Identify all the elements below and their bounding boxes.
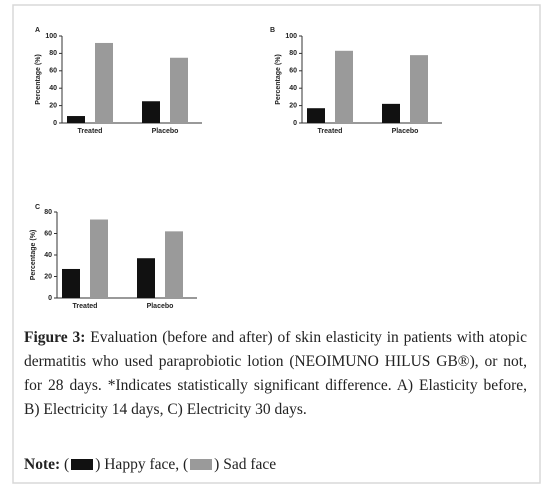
frame [12, 4, 541, 484]
y-tick-label: 0 [293, 120, 297, 127]
y-axis-title: Percentage (%) [30, 230, 37, 281]
y-tick-label: 60 [49, 68, 57, 75]
x-tick-label: Treated [73, 303, 98, 310]
y-tick-label: 20 [49, 102, 57, 109]
y-tick-label: 40 [49, 85, 57, 92]
x-tick-label: Placebo [392, 128, 419, 135]
x-tick-label: Placebo [152, 128, 179, 135]
bar [142, 101, 160, 123]
caption: Figure 3: Evaluation (before and after) … [24, 326, 527, 422]
legend-swatch [190, 459, 213, 470]
bar [95, 42, 113, 123]
caption-text: Evaluation (before and after) of skin el… [24, 329, 527, 418]
y-tick-label: 100 [285, 33, 297, 40]
y-tick-label: 100 [45, 33, 57, 40]
panel-label: B [270, 27, 275, 34]
x-tick-label: Treated [318, 128, 343, 135]
y-tick-label: 0 [48, 295, 52, 302]
panel-label: A [35, 27, 40, 34]
bar [410, 55, 428, 123]
y-tick-label: 60 [44, 230, 52, 237]
bar [307, 108, 325, 123]
x-tick-label: Placebo [147, 303, 174, 310]
bar [165, 231, 183, 298]
y-axis-title: Percentage (%) [275, 54, 282, 105]
note-part: ( [64, 456, 70, 473]
bar [62, 268, 80, 298]
panel-label: C [35, 204, 40, 211]
y-tick-label: 40 [44, 252, 52, 259]
y-tick-label: 20 [44, 273, 52, 280]
bar [90, 219, 108, 298]
bar [67, 116, 85, 123]
y-tick-label: 80 [49, 50, 57, 57]
y-tick-label: 0 [53, 120, 57, 127]
note-part: ) Happy face, ( [95, 456, 189, 473]
y-tick-label: 60 [289, 68, 297, 75]
bar [335, 50, 353, 123]
x-tick-label: Treated [78, 128, 103, 135]
bar [170, 57, 188, 123]
note-label: Note: [24, 456, 61, 473]
y-tick-label: 40 [289, 85, 297, 92]
note: Note: ( ) Happy face, ( ) Sad face [24, 453, 527, 477]
bar [382, 103, 400, 123]
y-tick-label: 80 [289, 50, 297, 57]
y-axis-title: Percentage (%) [35, 54, 42, 105]
bar [137, 258, 155, 298]
y-tick-label: 80 [44, 209, 52, 216]
caption-label: Figure 3: [24, 329, 86, 346]
note-part: ) Sad face [214, 456, 277, 473]
y-tick-label: 20 [289, 102, 297, 109]
legend-swatch [71, 459, 94, 470]
